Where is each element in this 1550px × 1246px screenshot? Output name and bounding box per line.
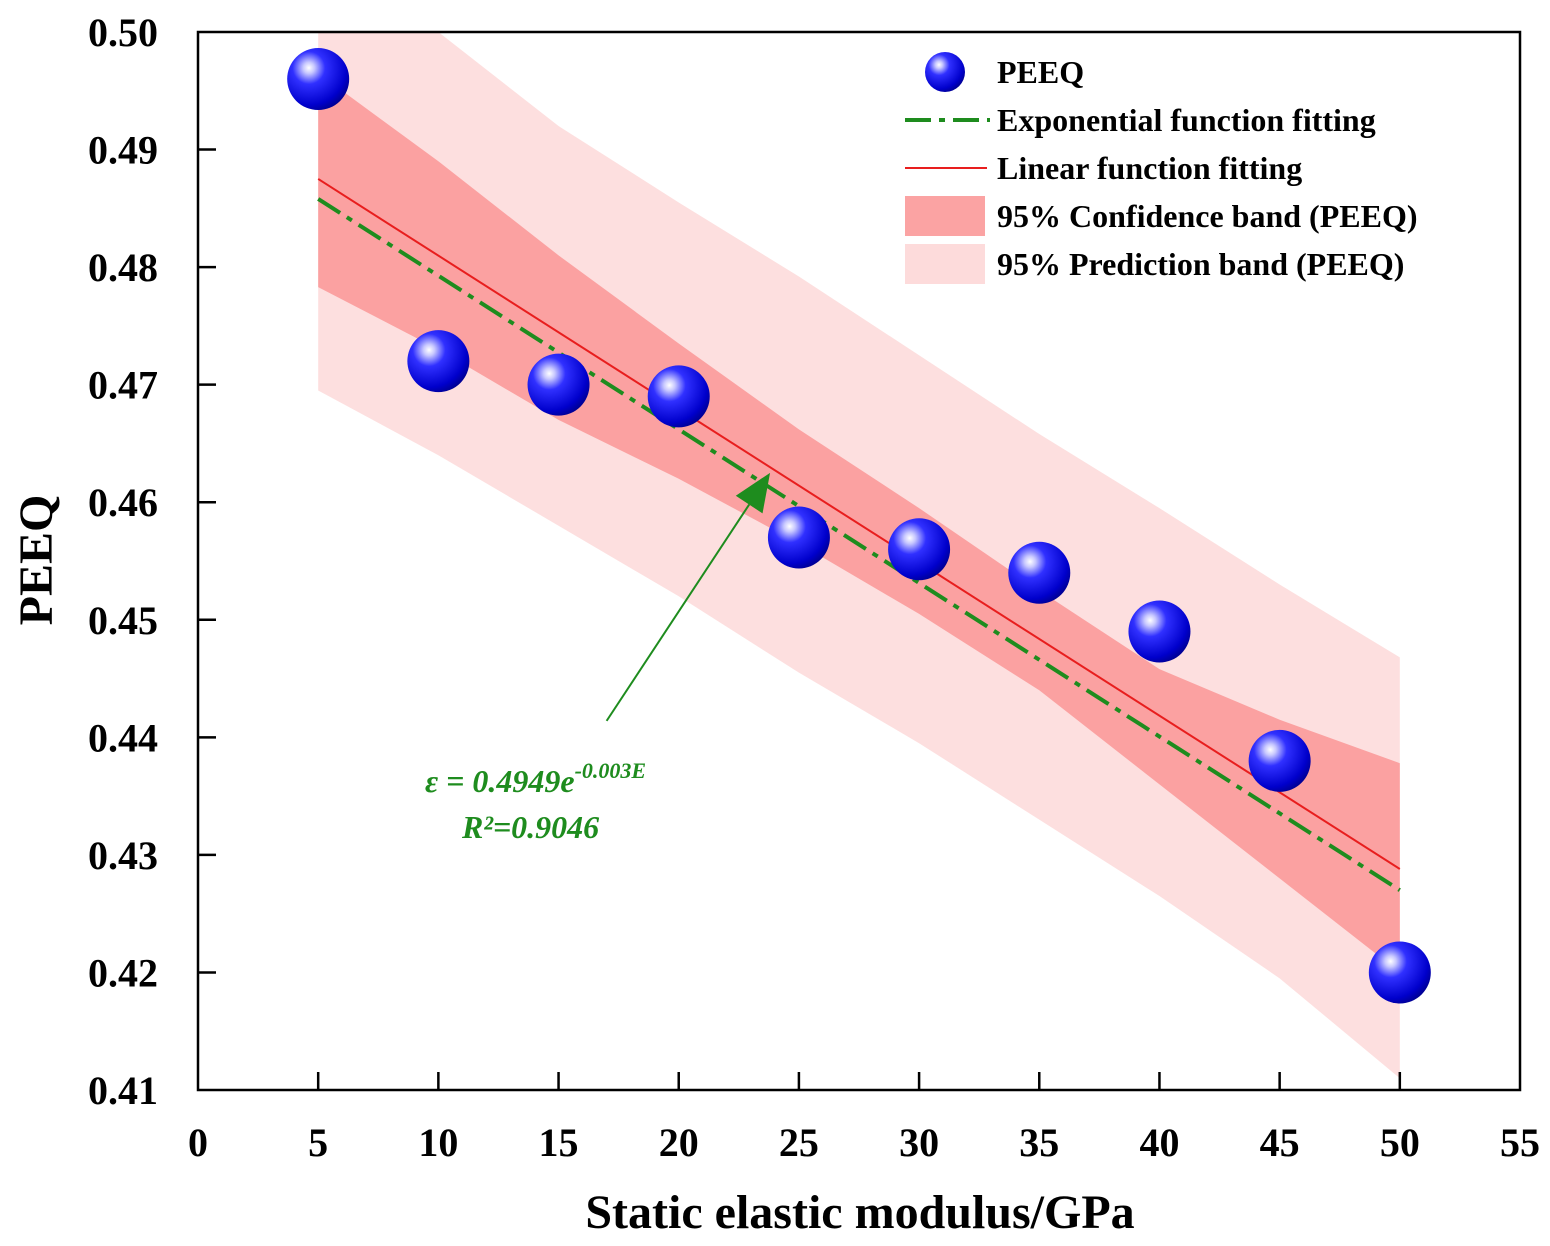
legend-confidence-patch-icon — [905, 196, 985, 236]
y-tick-label: 0.47 — [88, 363, 158, 408]
legend: PEEQ Exponential function fitting Linear f… — [905, 52, 1417, 284]
data-point — [527, 353, 590, 416]
x-tick-label: 50 — [1380, 1120, 1420, 1165]
y-tick-label: 0.42 — [88, 950, 158, 995]
x-tick-label: 45 — [1260, 1120, 1300, 1165]
legend-prediction-patch-icon — [905, 244, 985, 284]
points-layer — [287, 48, 1431, 1004]
equation-text: ε = 0.4949e-0.003E — [425, 758, 646, 799]
x-tick-label: 15 — [539, 1120, 579, 1165]
x-tick-label: 55 — [1500, 1120, 1540, 1165]
legend-label: Linear function fitting — [997, 150, 1302, 186]
y-axis-title: PEEQ — [10, 495, 63, 626]
legend-label: PEEQ — [997, 54, 1084, 90]
y-tick-label: 0.44 — [88, 715, 158, 760]
x-axis-title: Static elastic modulus/GPa — [585, 1186, 1134, 1239]
y-tick-label: 0.48 — [88, 245, 158, 290]
data-point — [888, 518, 951, 581]
legend-label: Exponential function fitting — [997, 102, 1376, 138]
fit-lines-layer — [317, 178, 1401, 892]
data-point — [1248, 729, 1311, 792]
data-point — [1008, 541, 1071, 604]
x-tick-label: 10 — [418, 1120, 458, 1165]
data-point — [287, 48, 350, 111]
x-tick-label: 5 — [308, 1120, 328, 1165]
y-tick-label: 0.50 — [88, 10, 158, 55]
annotation-arrow-head — [735, 472, 771, 514]
equation-exponent: -0.003E — [575, 758, 647, 783]
bands-layer — [318, 32, 1400, 1079]
data-point — [767, 506, 830, 569]
axes-layer: 0 5 10 15 20 25 30 35 40 45 50 55 0.41 0.42 0.43 0.44 0.… — [88, 10, 1540, 1165]
data-point — [1368, 941, 1431, 1004]
legend-label: 95% Prediction band (PEEQ) — [997, 246, 1404, 282]
y-tick-label: 0.45 — [88, 598, 158, 643]
equation-annotation: ε = 0.4949e-0.003E R²=0.9046 — [425, 472, 771, 845]
x-tick-label: 25 — [779, 1120, 819, 1165]
y-tick-label: 0.46 — [88, 480, 158, 525]
data-point — [407, 330, 470, 393]
r-squared-text: R²=0.9046 — [461, 809, 599, 845]
plot-frame — [196, 30, 1522, 1092]
x-tick-label: 35 — [1019, 1120, 1059, 1165]
linear-fit-line — [317, 178, 1401, 870]
data-point — [1128, 600, 1191, 663]
exponential-fit-line — [317, 197, 1401, 892]
x-tick-label: 20 — [659, 1120, 699, 1165]
y-tick-label: 0.41 — [88, 1068, 158, 1113]
y-tick-label: 0.49 — [88, 128, 158, 173]
y-tick-label: 0.43 — [88, 833, 158, 878]
annotation-arrow-shaft — [605, 504, 750, 722]
legend-marker-icon — [925, 52, 965, 92]
legend-label: 95% Confidence band (PEEQ) — [997, 198, 1417, 234]
x-tick-label: 30 — [899, 1120, 939, 1165]
x-tick-label: 0 — [188, 1120, 208, 1165]
equation-main: ε = 0.4949e — [425, 763, 575, 799]
x-tick-label: 40 — [1139, 1120, 1179, 1165]
data-point — [647, 365, 710, 428]
